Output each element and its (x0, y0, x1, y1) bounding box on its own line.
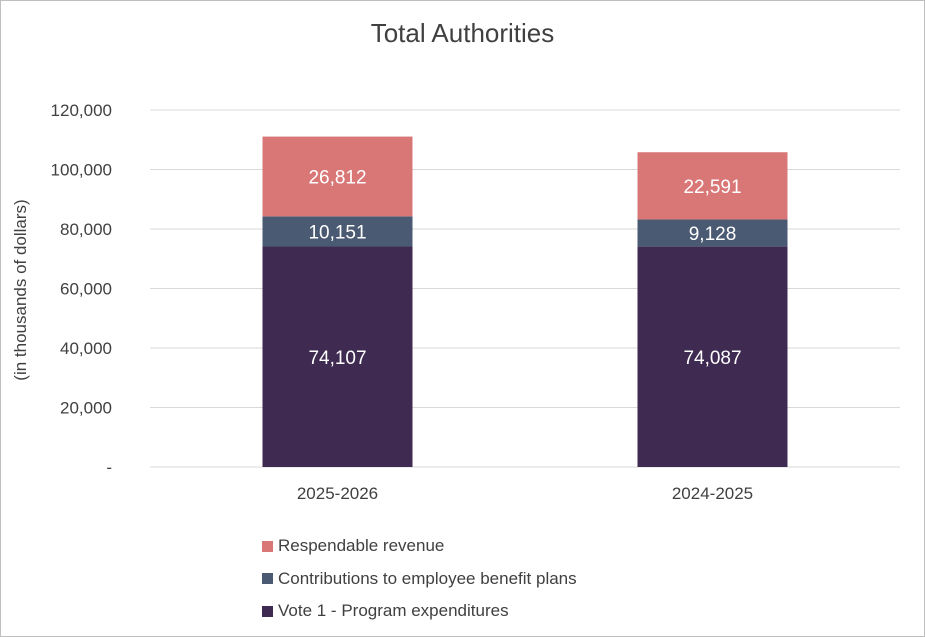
legend-swatch (262, 605, 273, 617)
bar-segment (262, 246, 413, 467)
legend-swatch (262, 573, 273, 585)
chart-title: Total Authorities (370, 18, 555, 48)
y-tick-label: 20,000 (60, 399, 112, 418)
legend-item: Vote 1 - Program expenditures (262, 595, 577, 628)
y-tick-label: 60,000 (60, 280, 112, 299)
bar-segment (637, 219, 788, 247)
bar-segment (262, 136, 413, 217)
bar-segment (637, 246, 788, 467)
legend-label: Contributions to employee benefit plans (278, 568, 577, 588)
y-tick-label: 100,000 (51, 161, 112, 180)
data-label: 10,151 (308, 222, 366, 243)
legend-swatch (262, 540, 273, 552)
data-label: 9,128 (689, 224, 737, 245)
data-label: 26,812 (308, 167, 366, 188)
x-tick-label: 2025-2026 (297, 484, 378, 503)
bar-segment (262, 216, 413, 247)
legend: Respendable revenue Contributions to empl… (262, 530, 577, 628)
data-label: 22,591 (683, 177, 741, 198)
bar-segment (637, 152, 788, 220)
legend-label: Respendable revenue (278, 536, 445, 556)
y-tick-label: 40,000 (60, 339, 112, 358)
y-tick-label: 80,000 (60, 220, 112, 239)
x-tick-label: 2024-2025 (672, 484, 753, 503)
data-label: 74,107 (308, 348, 366, 369)
legend-label: Vote 1 - Program expenditures (278, 601, 509, 621)
legend-item: Contributions to employee benefit plans (262, 563, 577, 596)
y-tick-label: 120,000 (51, 101, 112, 120)
y-tick-label: - (106, 458, 112, 477)
data-label: 74,087 (683, 348, 741, 369)
legend-item: Respendable revenue (262, 530, 577, 563)
